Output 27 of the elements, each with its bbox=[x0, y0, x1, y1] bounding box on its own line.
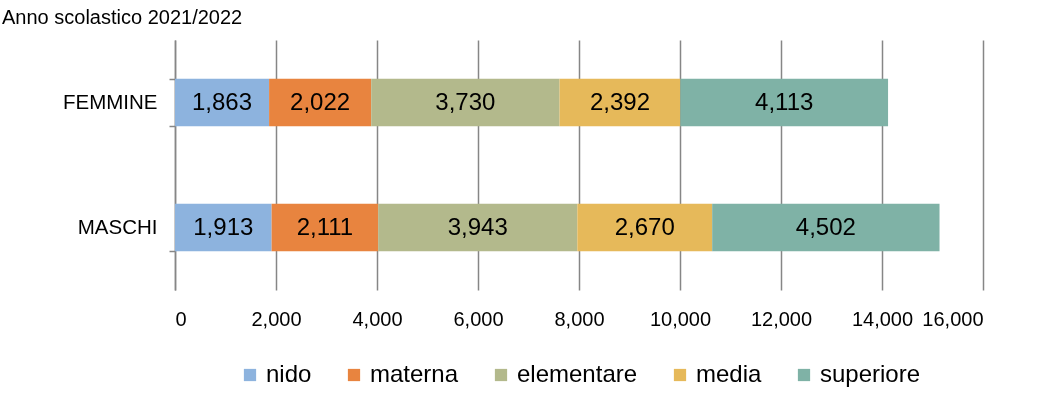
x-tick-label: 12,000 bbox=[750, 307, 813, 330]
chart-title: Anno scolastico 2021/2022 bbox=[2, 6, 243, 28]
data-label: 4,113 bbox=[755, 87, 814, 115]
data-label: 2,022 bbox=[290, 87, 351, 115]
x-tick-label: 4,000 bbox=[352, 307, 403, 330]
legend-label: elementare bbox=[517, 360, 638, 387]
data-label: 3,943 bbox=[447, 212, 508, 240]
data-label: 2,111 bbox=[296, 212, 354, 240]
x-tick-label: 2,000 bbox=[251, 307, 302, 330]
legend-label: materna bbox=[370, 360, 459, 387]
x-tick-label: 6,000 bbox=[453, 307, 504, 330]
x-tick-label: 10,000 bbox=[649, 307, 712, 330]
data-label: 3,730 bbox=[435, 87, 496, 115]
legend-label: nido bbox=[266, 360, 312, 387]
data-label: 1,913 bbox=[193, 212, 254, 240]
legend-label: superiore bbox=[820, 360, 921, 387]
legend-label: media bbox=[696, 360, 763, 387]
data-label: 4,502 bbox=[795, 212, 856, 240]
data-label: 2,392 bbox=[589, 87, 650, 115]
data-label: 2,670 bbox=[614, 212, 675, 240]
x-tick-label: 0 bbox=[175, 307, 187, 330]
y-tick-label: MASCHI bbox=[77, 215, 158, 238]
x-tick-label: 14,000 bbox=[851, 307, 914, 330]
y-tick-label: FEMMINE bbox=[62, 90, 158, 113]
x-tick-label: 8,000 bbox=[554, 307, 605, 330]
data-label: 1,863 bbox=[192, 87, 253, 115]
x-tick-label: 16,000 bbox=[922, 307, 984, 330]
